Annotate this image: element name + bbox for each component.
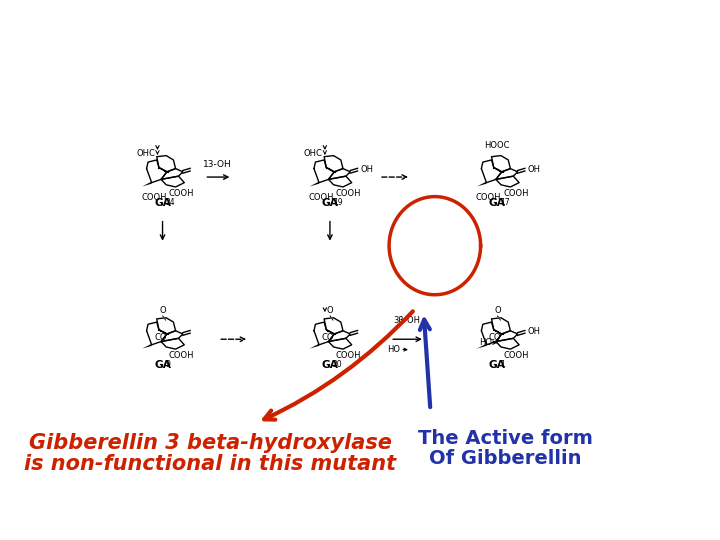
Text: COOH: COOH	[168, 189, 194, 198]
Polygon shape	[477, 344, 487, 349]
Polygon shape	[477, 181, 487, 186]
Text: 20: 20	[333, 361, 343, 369]
Text: is non-functional in this mutant: is non-functional in this mutant	[24, 454, 396, 474]
Text: 9: 9	[166, 361, 171, 369]
Polygon shape	[143, 344, 152, 349]
Text: OH: OH	[361, 165, 374, 174]
Text: GA: GA	[321, 198, 338, 208]
Text: COOH: COOH	[476, 193, 501, 202]
Text: 1: 1	[500, 361, 505, 369]
Text: COOH: COOH	[503, 189, 528, 198]
Text: GA: GA	[154, 198, 171, 208]
Text: CO: CO	[154, 333, 166, 342]
Text: OHC: OHC	[304, 150, 323, 158]
Text: O: O	[327, 306, 333, 314]
Text: GA: GA	[154, 360, 171, 370]
Text: COOH: COOH	[336, 352, 361, 360]
Text: O: O	[159, 306, 166, 314]
Text: COOH: COOH	[308, 193, 334, 202]
Text: COOH: COOH	[336, 189, 361, 198]
Text: GA: GA	[489, 360, 506, 370]
Text: OHC: OHC	[136, 150, 156, 158]
Text: CO: CO	[489, 333, 501, 342]
Text: OH: OH	[528, 165, 541, 174]
Text: Of Gibberellin: Of Gibberellin	[429, 449, 582, 468]
Text: 19: 19	[333, 198, 343, 207]
Text: COOH: COOH	[503, 352, 528, 360]
Text: OH: OH	[528, 327, 541, 336]
Text: Gibberellin 3 beta-hydroxylase: Gibberellin 3 beta-hydroxylase	[29, 433, 392, 453]
Polygon shape	[310, 344, 319, 349]
Text: HO: HO	[480, 338, 492, 347]
Text: COOH: COOH	[141, 193, 166, 202]
Text: O: O	[494, 306, 500, 314]
Polygon shape	[310, 181, 319, 186]
Text: HO: HO	[387, 345, 400, 354]
Text: 13-OH: 13-OH	[203, 160, 232, 168]
Text: GA: GA	[489, 198, 506, 208]
Text: 17: 17	[500, 198, 510, 207]
Text: GA: GA	[321, 360, 338, 370]
Text: 3β-OH: 3β-OH	[393, 316, 420, 325]
Text: The Active form: The Active form	[418, 429, 593, 448]
Text: CO: CO	[322, 333, 334, 342]
Polygon shape	[143, 181, 152, 186]
Text: HOOC: HOOC	[485, 141, 510, 150]
Text: COOH: COOH	[168, 352, 194, 360]
Text: 24: 24	[166, 198, 175, 207]
